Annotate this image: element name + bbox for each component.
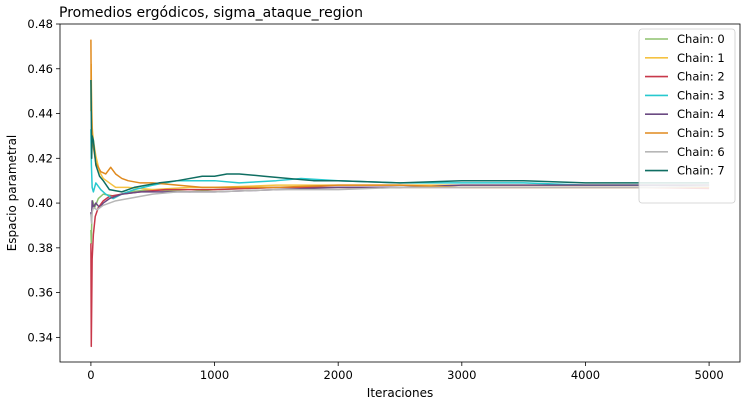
legend-label-chain-5: Chain: 5 xyxy=(677,126,725,140)
series-line-chain-2 xyxy=(90,186,710,348)
y-tick-label: 0.48 xyxy=(27,17,53,31)
series-layer xyxy=(90,39,710,348)
y-tick-label: 0.46 xyxy=(27,62,53,76)
series-line-chain-7 xyxy=(90,79,710,193)
x-axis-title: Iteraciones xyxy=(367,386,433,400)
x-tick-label: 3000 xyxy=(447,368,476,382)
x-tick-label: 0 xyxy=(87,368,94,382)
chart-title: Promedios ergódicos, sigma_ataque_region xyxy=(59,5,363,21)
plot-frame xyxy=(59,23,741,363)
series-line-chain-4 xyxy=(90,184,710,222)
y-tick-label: 0.40 xyxy=(27,196,53,210)
legend-label-chain-1: Chain: 1 xyxy=(677,51,725,65)
y-tick-label: 0.38 xyxy=(27,241,53,255)
y-tick-label: 0.44 xyxy=(27,107,53,121)
y-tick-label: 0.34 xyxy=(27,330,53,344)
x-tick-label: 2000 xyxy=(324,368,353,382)
series-line-chain-3 xyxy=(90,129,710,200)
series-line-chain-6 xyxy=(90,185,710,224)
legend-label-chain-2: Chain: 2 xyxy=(677,70,725,84)
x-tick-label: 1000 xyxy=(200,368,229,382)
series-line-chain-1 xyxy=(90,63,710,191)
y-axis-title: Espacio parametral xyxy=(5,135,19,252)
legend-label-chain-7: Chain: 7 xyxy=(677,164,725,178)
y-tick-label: 0.36 xyxy=(27,286,53,300)
legend-label-chain-4: Chain: 4 xyxy=(677,107,725,121)
x-tick-label: 5000 xyxy=(694,368,723,382)
x-axis: 0 1000 2000 3000 4000 5000 xyxy=(87,362,724,382)
legend-label-chain-6: Chain: 6 xyxy=(677,145,725,159)
legend-label-chain-0: Chain: 0 xyxy=(677,32,725,46)
y-tick-label: 0.42 xyxy=(27,151,53,165)
series-line-chain-0 xyxy=(90,186,710,245)
series-line-chain-5 xyxy=(90,39,710,189)
legend-label-chain-3: Chain: 3 xyxy=(677,88,725,102)
y-axis: 0.34 0.36 0.38 0.40 0.42 0.44 0.46 0.48 xyxy=(27,17,60,344)
x-tick-label: 4000 xyxy=(571,368,600,382)
legend-box xyxy=(638,28,736,204)
legend: Chain: 0 Chain: 1 Chain: 2 Chain: 3 Chain: 4… xyxy=(638,28,736,204)
